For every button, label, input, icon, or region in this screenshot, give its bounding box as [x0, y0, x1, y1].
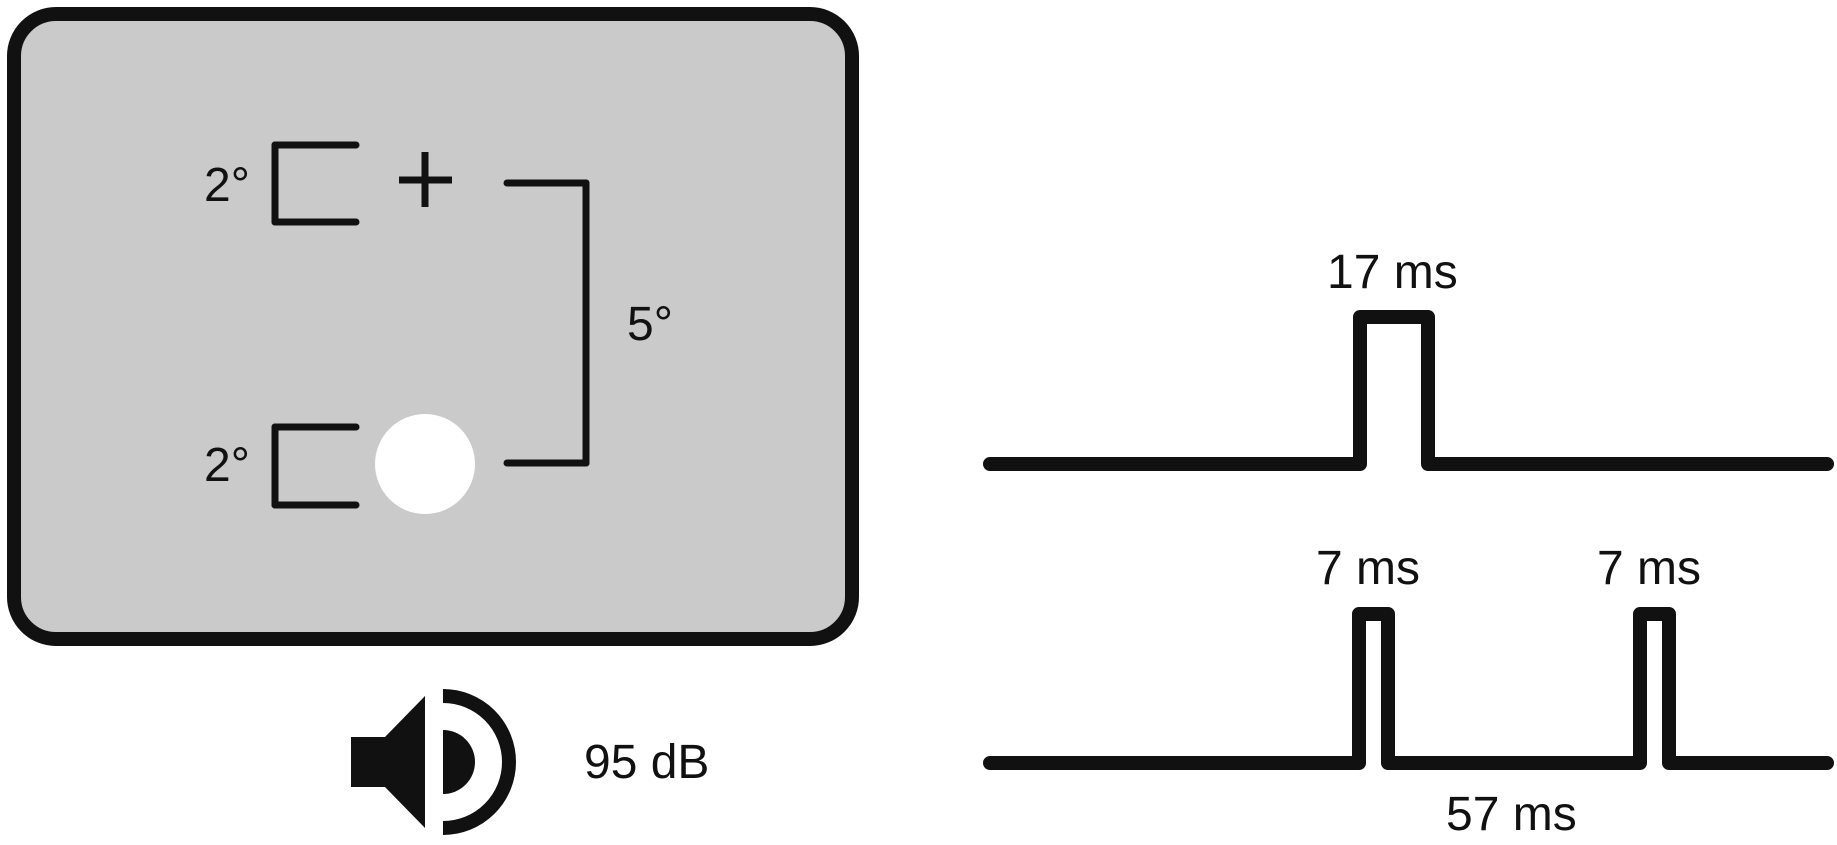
sound-wave-outer — [442, 689, 516, 835]
audio-level-label: 95 dB — [584, 736, 709, 789]
stimulus-disk — [375, 414, 475, 514]
eccentricity-label: 5° — [627, 298, 673, 351]
screen-frame — [7, 7, 859, 646]
second-pulse-duration-label: 7 ms — [1597, 542, 1701, 595]
fixation-size-label: 2° — [204, 159, 250, 212]
inter-pulse-interval-label: 57 ms — [1446, 788, 1577, 840]
first-pulse-duration-label: 7 ms — [1316, 542, 1420, 595]
speaker-body — [351, 696, 425, 828]
fixation-cross-icon — [399, 152, 452, 207]
sound-wave-inner — [443, 730, 476, 794]
speaker-icon — [351, 689, 516, 835]
stimulus-size-bracket — [271, 423, 360, 509]
fixation-size-bracket — [271, 141, 360, 226]
eccentricity-bracket — [503, 179, 590, 467]
single-pulse-duration-label: 17 ms — [1327, 246, 1458, 299]
screen-panel: 2° 2° 5° — [7, 7, 859, 646]
double-pulse-trace — [983, 607, 1834, 770]
single-pulse-trace — [983, 310, 1834, 471]
stimulus-size-label: 2° — [204, 439, 250, 492]
